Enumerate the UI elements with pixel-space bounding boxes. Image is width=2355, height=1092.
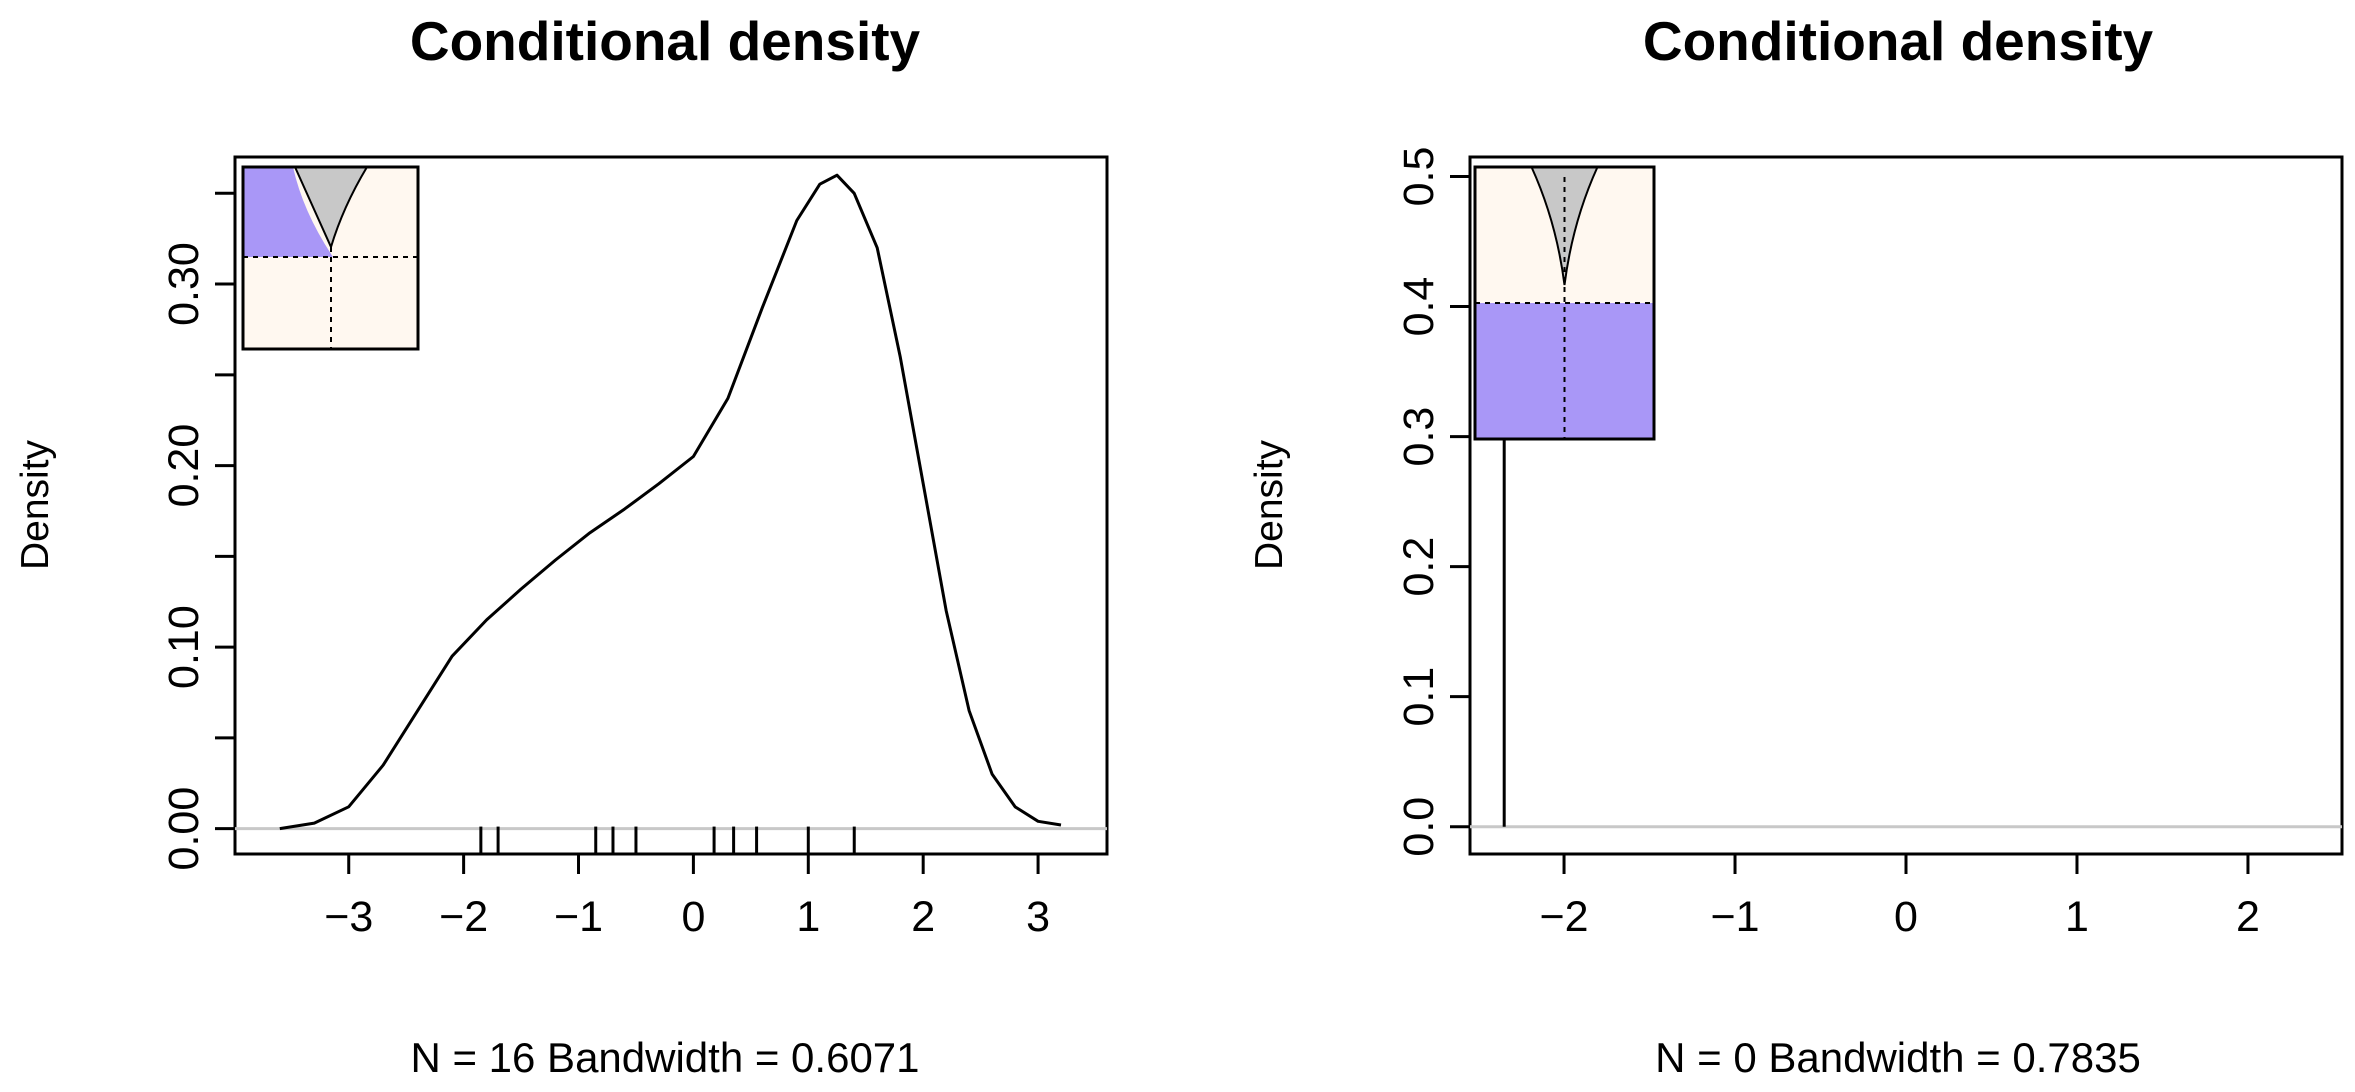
y-tick-label: 0.00 [160,787,208,871]
x-tick-label: −1 [1711,893,1760,941]
x-tick-label: 0 [681,893,705,941]
inset-funnel [293,166,369,250]
x-axis-label: N = 16 Bandwidth = 0.6071 [410,1034,919,1081]
x-tick-label: 3 [1026,893,1050,941]
inset-fill [243,167,333,257]
x-axis-label: N = 0 Bandwidth = 0.7835 [1655,1034,2141,1081]
density-panel-right: Conditional density −2 −1 0 1 2 0.0 0.1 0.2 0.3 0… [1248,10,2344,1081]
density-panel-left: Conditional density −3 −2 −1 0 1 2 3 0.00 0.10 0.… [14,10,1109,1081]
x-tick-label: 0 [1894,893,1918,941]
x-tick-label: −3 [324,893,373,941]
inset-frame [241,165,420,351]
inset-funnel [1529,166,1600,286]
y-tick-label: 0.3 [1395,407,1443,467]
y-tick-label: 0.0 [1395,797,1443,857]
x-tick-label: 1 [2065,893,2089,941]
y-axis-label: Density [14,439,57,570]
x-tick-label: −2 [1540,893,1589,941]
x-tick-label: 2 [2236,893,2260,941]
plot-frame [233,155,1109,856]
y-tick-label: 0.10 [160,605,208,689]
x-tick-label: 1 [796,893,820,941]
y-tick-label: 0.4 [1395,277,1443,337]
y-tick-label: 0.1 [1395,667,1443,727]
y-axis-label: Density [1248,439,1291,570]
inset-frame [1473,165,1656,441]
x-tick-label: 2 [911,893,935,941]
y-tick-label: 0.5 [1395,147,1443,207]
x-tick-label: −1 [554,893,603,941]
density-curve [279,173,1062,831]
y-tick-label: 0.2 [1395,537,1443,597]
y-tick-label: 0.20 [160,424,208,508]
y-tick-label: 0.30 [160,242,208,326]
chart-title: Conditional density [410,10,921,72]
chart-title: Conditional density [1643,10,2154,72]
x-tick-label: −2 [439,893,488,941]
